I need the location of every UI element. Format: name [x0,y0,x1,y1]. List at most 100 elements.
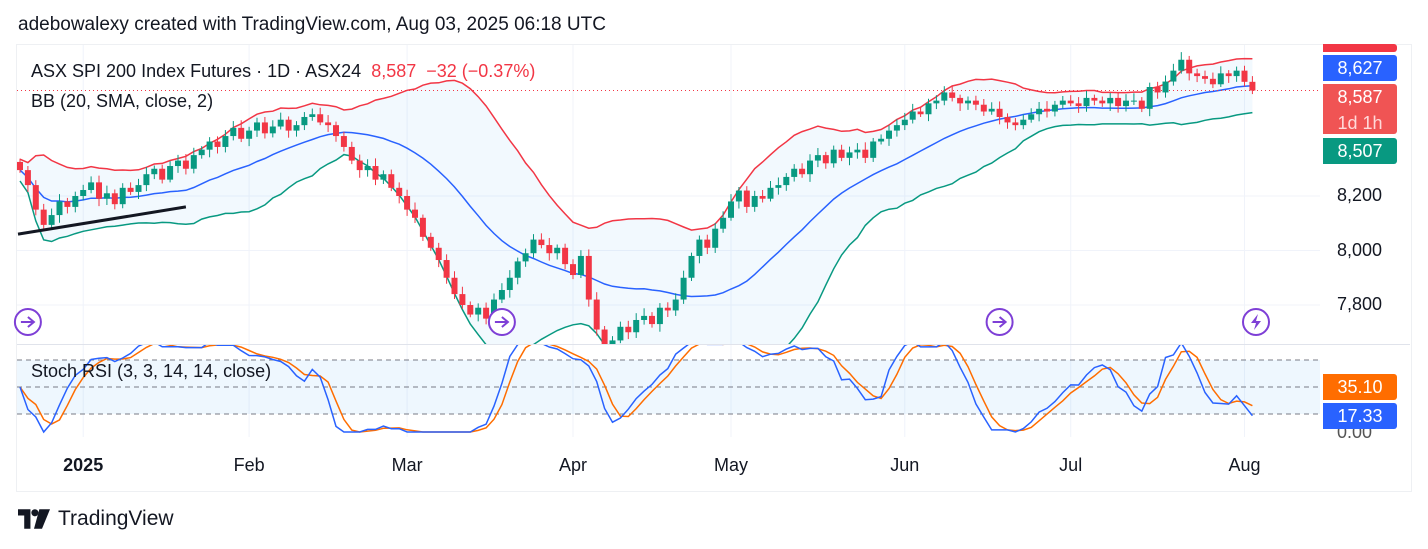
candle [1115,97,1122,107]
time-axis-tick: Jun [890,455,920,475]
candle [261,122,268,134]
candle [238,127,245,139]
candle [1020,119,1027,126]
candle [759,196,766,199]
candle [783,176,790,186]
candle [1075,103,1082,107]
candle [822,155,829,164]
candle [546,245,553,254]
candle [285,119,292,131]
event-arrow-icon[interactable] [13,308,42,336]
time-axis-tick: Mar [391,455,423,475]
candle [1146,87,1153,109]
candle [1233,70,1240,77]
lightning-glyph [1251,314,1261,330]
candle [443,260,450,278]
candle [127,187,134,192]
candle [119,187,126,205]
candle [230,127,237,137]
candle [277,119,284,127]
bb-lower-line [19,111,1253,344]
candle [1028,114,1035,120]
candle [1059,100,1066,105]
candle [175,160,181,167]
tradingview-logo[interactable]: TradingView [18,507,174,531]
candle [696,239,703,256]
candle [467,305,474,315]
last-price-value: 8,587 [1337,87,1383,107]
stoch-d-label: 35.10 [1323,374,1397,400]
candle [917,111,924,115]
candle [838,149,845,158]
candle [1044,108,1050,112]
candle [807,160,813,175]
candle [767,187,774,199]
dividend-lightning-icon[interactable] [1242,308,1270,336]
price-pane [17,52,1320,344]
time-axis-tick: Feb [233,455,265,475]
price-axis-tick: 8,000 [1337,239,1383,260]
price-axis-tick: 7,800 [1337,294,1383,314]
candle [364,166,371,171]
grid [17,45,1320,437]
candle [949,92,956,98]
time-axis-tick: Jul [1059,455,1083,475]
symbol-title[interactable]: ASX SPI 200 Index Futures · 1D · ASX24 [31,61,362,81]
candle [972,100,979,105]
candle [1107,97,1114,104]
candle [672,299,679,311]
candle [214,141,221,147]
candle [1083,97,1090,107]
candle [483,307,490,319]
candle [649,315,655,325]
candle [791,168,798,177]
time-axis-tick: Apr [558,455,588,475]
candle [996,108,1003,117]
candle [1123,100,1129,107]
candle [143,174,150,186]
tradingview-logo-icon [18,509,50,529]
candle [388,174,395,188]
event-markers [13,308,1270,336]
candle [593,299,600,330]
time-axis-tick: 2025 [63,455,104,475]
candle [301,116,308,126]
bar-countdown: 1d 1h [1337,113,1383,133]
candle [1225,73,1232,77]
candle [893,125,900,131]
candle [293,125,300,131]
candle [88,182,95,191]
candle [1138,100,1145,109]
candle [1249,81,1256,91]
candle [135,185,142,192]
event-arrow-icon[interactable] [985,308,1014,336]
time-axis-tick: Aug [1228,455,1261,475]
candle [167,166,174,180]
event-arrow-icon[interactable] [487,308,516,336]
candle [530,239,537,254]
candle [712,228,719,248]
candle [1004,116,1011,123]
candle [372,166,379,180]
candle [451,277,458,295]
candle [340,136,347,147]
arrow-glyph [992,316,1008,328]
price-change: −32 (−0.37%) [426,61,536,81]
candle [96,182,102,199]
candle [941,92,948,101]
candle [1217,73,1224,85]
candle [664,307,671,311]
last-price-label: 8,587 1d 1h [1323,84,1397,134]
candle [1194,73,1201,77]
stoch-legend[interactable]: Stoch RSI (3, 3, 14, 14, close) [31,361,272,381]
candle [570,264,576,276]
candle [419,217,426,237]
bb-legend[interactable]: BB (20, SMA, close, 2) [31,91,214,111]
bb-upper-cut-label [1323,44,1397,52]
candle [522,253,529,262]
candle [617,326,624,341]
candle [1202,76,1208,79]
candle [846,152,853,158]
candle [988,108,995,112]
